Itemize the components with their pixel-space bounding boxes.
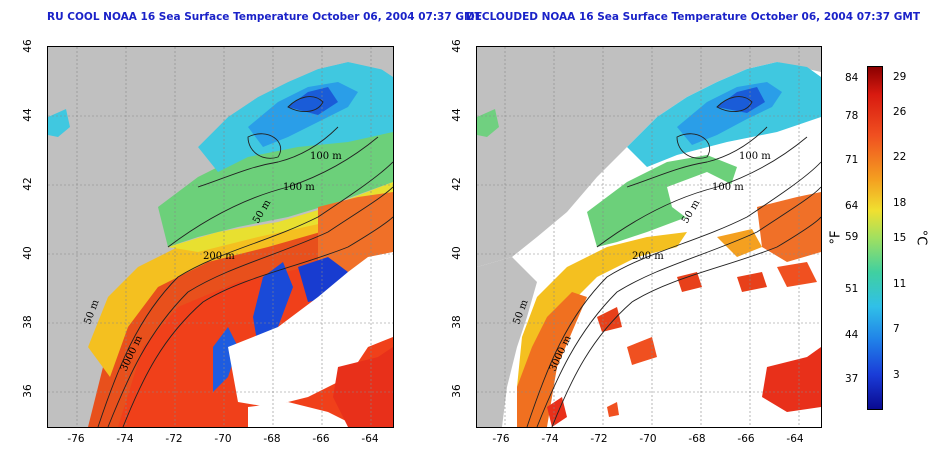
lon-tick: -68 (688, 433, 706, 445)
lon-tick: -64 (786, 433, 804, 445)
contour-label-200m: 200 m (632, 251, 664, 262)
right-map-title: DECLOUDED NOAA 16 Sea Surface Temperatur… (466, 11, 921, 23)
contour-label-200m: 200 m (203, 251, 235, 262)
lat-tick: 44 (451, 108, 463, 122)
lon-tick: -76 (67, 433, 85, 445)
lat-tick: 46 (22, 39, 34, 53)
celsius-tick: 15 (893, 232, 907, 244)
lat-tick: 36 (22, 384, 34, 398)
lon-tick: -74 (541, 433, 559, 445)
lon-tick: -76 (492, 433, 510, 445)
celsius-unit-label: °C (913, 229, 929, 246)
celsius-tick: 11 (893, 278, 907, 290)
raw-sst-map-graphic: 100 m 100 m 50 m 200 m 50 m 3000 m (48, 47, 393, 427)
fahrenheit-unit-label: °F (828, 230, 844, 245)
fahrenheit-tick: 51 (845, 283, 859, 295)
fahrenheit-tick: 44 (845, 329, 859, 341)
celsius-tick: 22 (893, 151, 907, 163)
celsius-tick: 29 (893, 71, 907, 83)
fahrenheit-tick: 59 (845, 231, 859, 243)
raw-sst-map: 100 m 100 m 50 m 200 m 50 m 3000 m (47, 46, 394, 428)
contour-label-100m-b: 100 m (283, 182, 315, 193)
lat-tick: 42 (451, 177, 463, 191)
lat-tick: 44 (22, 108, 34, 122)
declouded-sst-map-graphic: 100 m 100 m 50 m 200 m 50 m 3000 m (477, 47, 821, 427)
lat-tick: 38 (451, 315, 463, 329)
lat-tick: 38 (22, 315, 34, 329)
lon-tick: -74 (116, 433, 134, 445)
fahrenheit-tick: 78 (845, 110, 859, 122)
fahrenheit-tick: 37 (845, 373, 859, 385)
lat-tick: 46 (451, 39, 463, 53)
lat-tick: 40 (22, 246, 34, 260)
declouded-sst-map: 100 m 100 m 50 m 200 m 50 m 3000 m (476, 46, 822, 428)
lon-tick: -70 (214, 433, 232, 445)
contour-label-100m-a: 100 m (739, 151, 771, 162)
contour-label-100m-b: 100 m (712, 182, 744, 193)
lon-tick: -72 (590, 433, 608, 445)
celsius-tick: 26 (893, 106, 907, 118)
lon-tick: -64 (361, 433, 379, 445)
celsius-tick: 7 (893, 323, 900, 335)
lon-tick: -72 (165, 433, 183, 445)
fahrenheit-tick: 71 (845, 154, 859, 166)
temperature-colorbar (867, 66, 883, 410)
lat-tick: 40 (451, 246, 463, 260)
fahrenheit-tick: 64 (845, 200, 859, 212)
celsius-tick: 3 (893, 369, 900, 381)
fahrenheit-tick: 84 (845, 72, 859, 84)
lon-tick: -66 (737, 433, 755, 445)
lon-tick: -68 (263, 433, 281, 445)
left-map-title: RU COOL NOAA 16 Sea Surface Temperature … (47, 11, 482, 23)
lon-tick: -70 (639, 433, 657, 445)
lon-tick: -66 (312, 433, 330, 445)
lat-tick: 36 (451, 384, 463, 398)
celsius-tick: 18 (893, 197, 907, 209)
lat-tick: 42 (22, 177, 34, 191)
contour-label-100m-a: 100 m (310, 151, 342, 162)
